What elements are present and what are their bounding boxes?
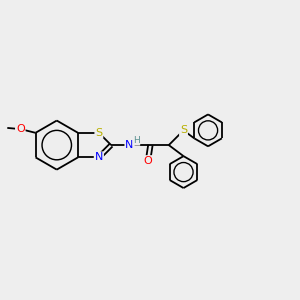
Text: N: N [95, 152, 103, 162]
Text: S: S [95, 128, 102, 138]
Text: O: O [16, 124, 25, 134]
Text: O: O [144, 156, 152, 166]
Text: H: H [133, 136, 140, 145]
Text: S: S [180, 125, 187, 135]
Text: N: N [125, 140, 134, 150]
